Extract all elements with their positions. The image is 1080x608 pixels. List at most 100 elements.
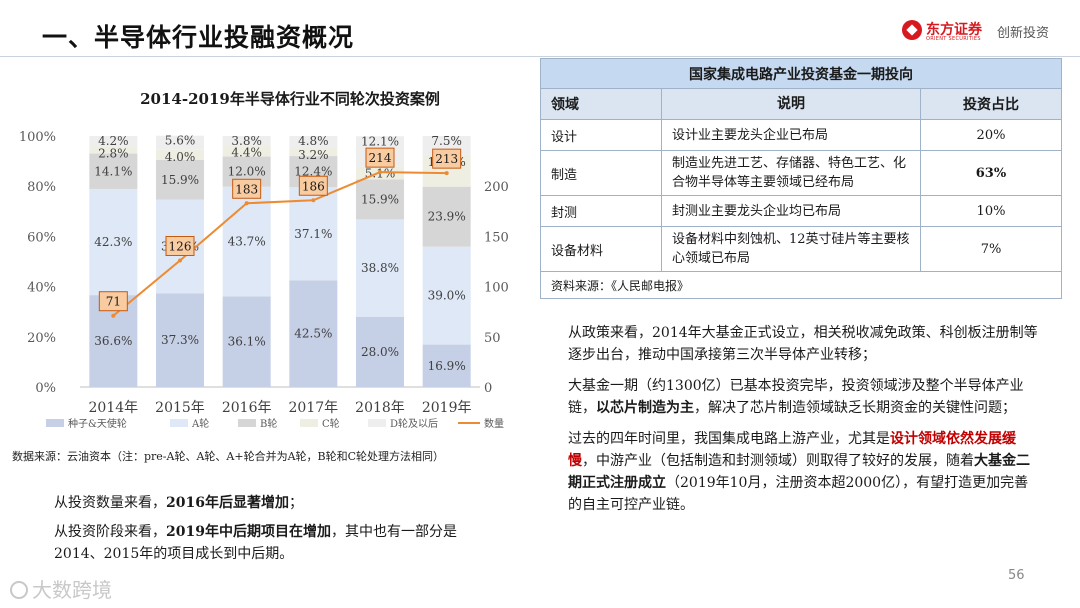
bar-segment [422,344,471,387]
data-label: 3.8% [231,134,262,148]
data-label: 12.1% [361,134,399,148]
bar-segment [356,316,404,387]
data-label: 12.0% [228,165,266,179]
brand-name-en: ORIENT SECURITIES [926,36,981,42]
policy-text: 从政策来看，2014年大基金正式设立，相关税收减免政策、科创板注册制等逐步出台，… [568,322,1038,525]
count-label: 213 [435,152,458,166]
data-label: 5.6% [165,134,196,148]
column-header-field: 领域 [540,88,662,120]
chart-axes: 0% 20% 40% 60% 80% 100% 0 50 100 150 200 2014年 2015年… [19,130,509,416]
table-caption: 国家集成电路产业投资基金一期投向 [540,58,1062,89]
slide-title: 一、半导体行业投融资概况 [42,23,355,52]
x-tick-label: 2019年 [422,400,472,416]
data-label: 4.8% [298,134,329,148]
x-tick-label: 2015年 [155,400,205,416]
count-label-box [232,178,262,199]
policy-3-red-highlight: 设计领域依然发展缓慢 [568,431,1016,469]
stage-lead: 从投资阶段来看， [54,524,166,540]
x-tick-label: 2017年 [289,400,339,416]
data-label: 39.0% [428,289,466,303]
data-label: 23.9% [428,210,466,224]
bar-segment [222,145,271,157]
quantity-paragraph: 从投资数量来看，2016年后显著增加； [54,492,303,514]
data-label: 38.8% [361,261,399,275]
x-tick-label: 2018年 [355,400,405,416]
legend-swatch [46,419,64,427]
count-label: 126 [169,239,192,253]
data-label: 12.4% [294,165,332,179]
legend-label: C轮 [322,417,340,430]
y-right-tick-label: 0 [484,381,492,396]
table-row: 设备材料 设备材料中刻蚀机、12英寸硅片等主要核心领域已布局 7% [540,226,1062,272]
table-row: 制造 制造业先进工艺、存储器、特色工艺、化合物半导体等主要领域已经布局 63% [540,150,1062,196]
watermark: 大数跨境 [10,574,112,603]
bar-segment [156,293,204,387]
y-left-tick-label: 40% [27,281,56,296]
row-share: 20% [920,119,1062,151]
data-label: 3.2% [298,148,329,162]
row-desc: 封测业主要龙头企业均已布局 [661,195,921,227]
data-label: 42.3% [94,235,132,249]
y-left-tick-label: 80% [27,180,56,195]
bar-segment [89,136,138,147]
row-share: 10% [920,195,1062,227]
legend-swatch [368,419,386,427]
y-right-tick-label: 100 [484,281,509,296]
stage-tail: ，其中也有一部分是2014、2015年的项目成长到中后期。 [54,524,457,562]
count-line [112,171,447,317]
legend-label: 数量 [484,417,504,430]
y-left-tick-label: 60% [27,230,56,245]
legend-swatch [238,419,256,427]
column-header-share: 投资占比 [920,88,1062,120]
data-label: 37.1% [294,227,332,241]
brand-logo-icon [902,20,922,40]
x-tick-label: 2014年 [89,400,139,416]
policy-2-tail: ，解决了芯片制造领域缺乏长期资金的关键性问题； [694,400,1016,416]
legend-label: 种子&天使轮 [68,417,127,430]
line-point [178,258,182,263]
table-row: 设计 设计业主要龙头企业已布局 20% [540,119,1062,151]
bar-segment [89,153,138,189]
bar-segment [289,280,338,387]
count-label-box [98,291,128,312]
count-label: 71 [106,295,121,309]
fund-allocation-table: 国家集成电路产业投资基金一期投向 领域 说明 投资占比 设计 设计业主要龙头企业… [540,58,1062,299]
data-label: 2.8% [98,147,129,161]
y-left-tick-label: 20% [27,331,56,346]
y-left-tick-label: 0% [35,381,56,396]
column-header-desc: 说明 [661,88,921,120]
policy-3-tail: （2019年10月，注册资本超2000亿），有望打造更加完善的自主可控产业链。 [568,475,1029,513]
table-row: 封测 封测业主要龙头企业均已布局 10% [540,195,1062,227]
count-label: 183 [235,182,258,196]
bar-segment [89,146,138,154]
chart-title: 2014-2019年半导体行业不同轮次投资案例 [140,90,440,108]
data-label: 43.7% [228,235,266,249]
data-label: 15.9% [161,173,199,187]
x-tick-label: 2016年 [222,400,272,416]
bar-segment [289,148,338,157]
data-label: 42.5% [294,327,332,341]
page-number: 56 [1008,568,1025,583]
count-label-box [432,148,462,169]
bar-segment [422,246,471,345]
line-point [444,171,449,176]
data-label: 4.4% [231,146,262,160]
bar-segment [222,296,271,387]
y-right-tick-label: 150 [484,230,509,245]
data-label: 28.0% [361,345,399,359]
bar-segment [356,219,404,317]
row-share: 7% [920,226,1062,272]
watermark-icon [10,581,28,599]
count-label-box [298,175,328,196]
stage-paragraph: 从投资阶段来看，2019年中后期项目在增加，其中也有一部分是2014、2015年… [54,521,494,565]
policy-3-mid: ，中游产业（包括制造和封测领域）则取得了较好的发展，随着 [582,453,974,469]
bar-segment [156,149,204,160]
row-share: 63% [920,150,1062,196]
row-desc: 制造业先进工艺、存储器、特色工艺、化合物半导体等主要领域已经布局 [661,150,921,196]
row-desc: 设备材料中刻蚀机、12英寸硅片等主要核心领域已布局 [661,226,921,272]
data-label: 4.2% [98,134,129,148]
data-label: 7.5% [431,134,462,148]
count-label-box [365,147,395,168]
brand-name: 东方证券 [926,22,982,38]
chart-line: 71 126 183 186 214 213 [98,147,462,318]
